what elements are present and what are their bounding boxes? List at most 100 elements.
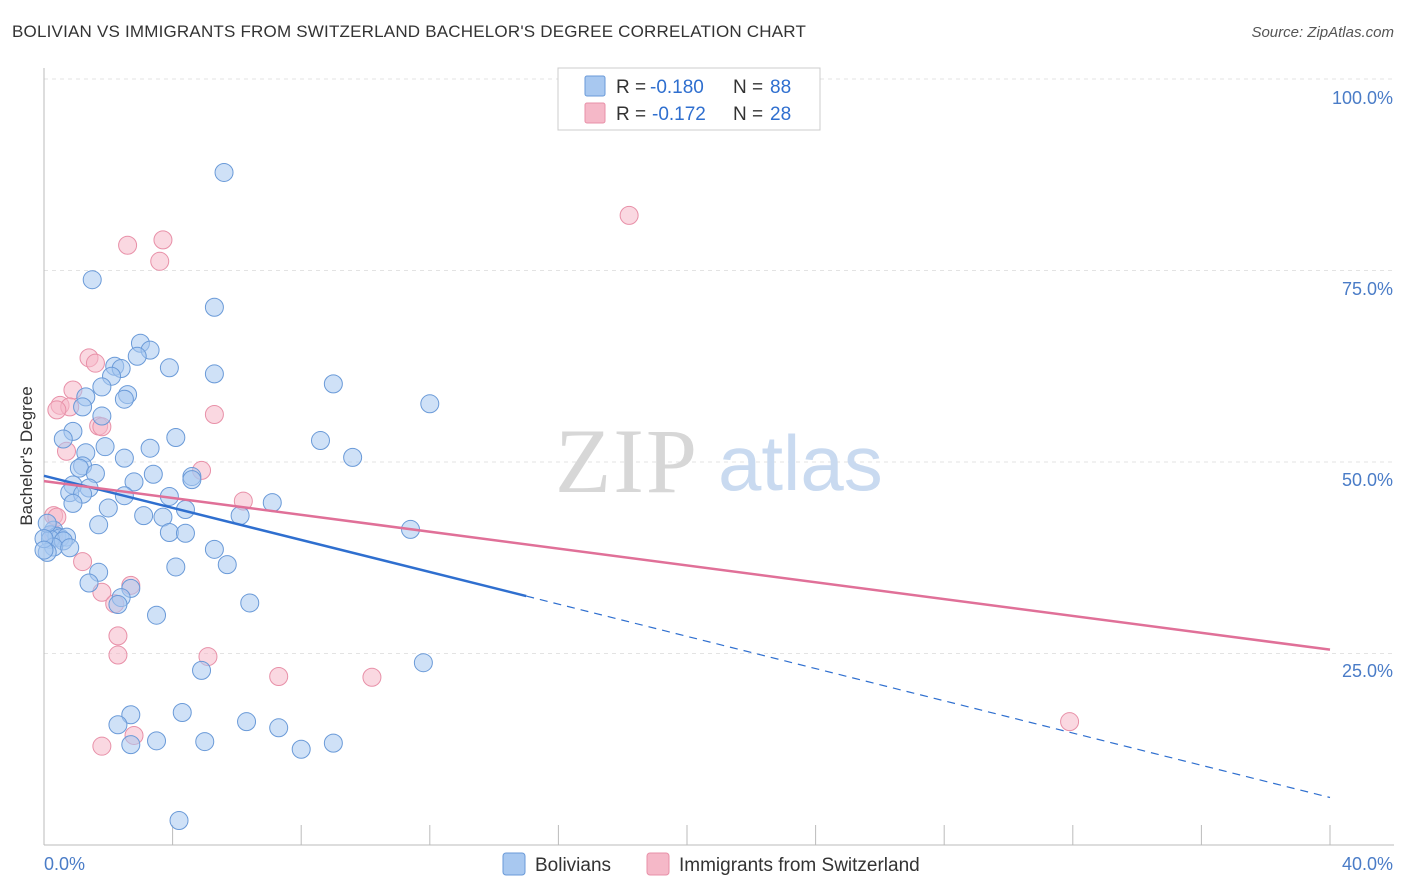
- bolivians-point: [310, 431, 330, 451]
- bolivians-point: [121, 735, 141, 755]
- legend-n-label-1: N =: [733, 77, 763, 98]
- bolivians-point: [269, 718, 289, 738]
- bolivians-point: [240, 593, 260, 613]
- legend-r-value-1: -0.180: [650, 77, 704, 98]
- switzerland-point: [269, 666, 289, 686]
- bolivians-point: [166, 557, 186, 577]
- switzerland-point: [153, 230, 173, 250]
- bolivians-point: [134, 506, 154, 526]
- x-tick-label-40: 40.0%: [1342, 854, 1393, 874]
- chart-source: Source: ZipAtlas.com: [1251, 24, 1394, 41]
- bolivians-point: [34, 540, 54, 560]
- bolivians-point: [108, 715, 128, 735]
- bolivians-point: [89, 515, 109, 535]
- switzerland-point: [108, 645, 128, 665]
- watermark-zip: ZIP: [555, 410, 699, 512]
- series-bolivians-points: [34, 162, 440, 830]
- y-tick-label-100: 100.0%: [1332, 88, 1393, 108]
- bolivians-point: [98, 498, 118, 518]
- bolivians-point: [147, 731, 167, 751]
- switzerland-point: [118, 235, 138, 255]
- switzerland-point: [150, 251, 170, 271]
- bolivians-point: [147, 605, 167, 625]
- legend-r-value-2: -0.172: [652, 104, 706, 125]
- y-tick-label-50: 50.0%: [1342, 470, 1393, 490]
- x-tick-label-0: 0.0%: [44, 854, 85, 874]
- switzerland-point: [92, 582, 112, 602]
- bottom-legend-swatch-switzerland: [646, 852, 670, 876]
- bolivians-point: [413, 653, 433, 673]
- bolivians-point: [127, 346, 147, 366]
- bolivians-point: [108, 594, 128, 614]
- chart-title: BOLIVIAN VS IMMIGRANTS FROM SWITZERLAND …: [12, 22, 807, 41]
- bolivians-point: [291, 739, 311, 759]
- bolivians-point: [204, 539, 224, 559]
- bolivians-point: [143, 464, 163, 484]
- bolivians-point: [214, 162, 234, 182]
- bottom-legend-switzerland: Immigrants from Switzerland: [679, 855, 920, 876]
- bolivians-point: [114, 389, 134, 409]
- bolivians-point: [63, 493, 83, 513]
- bolivians-point: [159, 522, 179, 542]
- switzerland-point: [73, 552, 93, 572]
- bolivians-point: [159, 358, 179, 378]
- bolivians-point: [204, 364, 224, 384]
- bolivians-point: [140, 438, 160, 458]
- y-tick-label-75: 75.0%: [1342, 279, 1393, 299]
- legend-swatch-switzerland: [584, 102, 606, 124]
- bolivians-point: [237, 712, 257, 732]
- bolivians-point: [92, 406, 112, 426]
- bolivians-point: [166, 427, 186, 447]
- bolivians-point: [114, 448, 134, 468]
- bolivians-point: [195, 732, 215, 752]
- bolivians-point: [169, 810, 189, 830]
- bolivians-point: [60, 538, 80, 558]
- bolivians-point: [53, 429, 73, 449]
- bolivians-point: [73, 397, 93, 417]
- legend-r-label-1: R =: [616, 77, 646, 98]
- switzerland-trend-line: [43, 479, 1331, 651]
- bolivians-point: [82, 270, 102, 290]
- bolivians-point: [69, 458, 89, 478]
- y-axis-label: Bachelor's Degree: [17, 386, 36, 525]
- switzerland-point: [92, 736, 112, 756]
- bolivians-point: [182, 470, 202, 490]
- legend-r-label-2: R =: [616, 104, 646, 125]
- bolivians-point: [175, 523, 195, 543]
- bolivians-trend-line: [43, 474, 527, 598]
- switzerland-point: [204, 405, 224, 425]
- bolivians-point: [323, 374, 343, 394]
- legend-n-value-2: 28: [770, 104, 791, 125]
- bolivians-point: [95, 437, 115, 457]
- bolivians-point: [204, 297, 224, 317]
- bolivians-point: [121, 705, 141, 725]
- bolivians-point: [262, 493, 282, 513]
- switzerland-point: [108, 626, 128, 646]
- bolivians-point: [124, 472, 144, 492]
- gridlines: [44, 78, 1394, 654]
- legend-swatch-bolivians: [584, 75, 606, 97]
- bolivians-point: [37, 513, 57, 533]
- watermark-atlas: atlas: [718, 419, 883, 507]
- bolivians-point: [92, 377, 112, 397]
- switzerland-point: [47, 400, 67, 420]
- bolivians-point: [172, 702, 192, 722]
- legend-n-value-1: 88: [770, 77, 791, 98]
- bottom-legend-bolivians: Bolivians: [535, 855, 611, 876]
- bottom-legend-swatch-bolivians: [502, 852, 526, 876]
- switzerland-point: [362, 667, 382, 687]
- bolivians-point: [343, 447, 363, 467]
- trend-lines: [43, 474, 1331, 799]
- legend-n-label-2: N =: [733, 104, 763, 125]
- bolivians-point: [217, 555, 237, 575]
- bolivians-point: [79, 573, 99, 593]
- series-legend: Bolivians Immigrants from Switzerland: [502, 852, 920, 876]
- switzerland-point: [1060, 712, 1080, 732]
- bolivians-point: [420, 394, 440, 414]
- bolivians-point: [192, 660, 212, 680]
- correlation-legend: R = -0.180 N = 88 R = -0.172 N = 28: [557, 67, 821, 131]
- x-tick-marks: [172, 825, 1331, 845]
- y-tick-label-25: 25.0%: [1342, 661, 1393, 681]
- switzerland-point: [619, 205, 639, 225]
